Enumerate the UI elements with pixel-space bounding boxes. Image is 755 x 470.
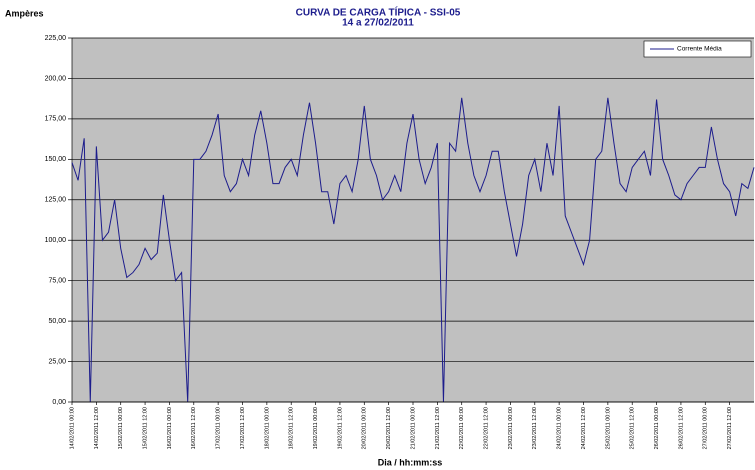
- y-tick-label: 200,00: [45, 75, 67, 82]
- x-tick-label: 14/02/2011 12:00: [94, 407, 100, 449]
- y-axis-title: Ampères: [5, 8, 44, 18]
- x-tick-label: 20/02/2011 00:00: [362, 407, 368, 449]
- x-tick-label: 21/02/2011 00:00: [410, 407, 416, 449]
- x-tick-label: 18/02/2011 00:00: [264, 407, 270, 449]
- chart-title: CURVA DE CARGA TÍPICA - SSI-05: [296, 6, 461, 19]
- x-tick-label: 21/02/2011 12:00: [435, 407, 441, 449]
- y-tick-label: 150,00: [45, 156, 67, 163]
- x-tick-label: 27/02/2011 12:00: [727, 407, 733, 449]
- y-tick-label: 175,00: [45, 116, 67, 123]
- y-tick-label: 225,00: [45, 35, 67, 42]
- legend-box: [643, 40, 752, 58]
- x-tick-label: 24/02/2011 12:00: [581, 407, 587, 449]
- x-tick-label: 15/02/2011 00:00: [118, 407, 124, 449]
- legend-label: Corrente Média: [677, 46, 722, 53]
- y-tick-label: 50,00: [48, 318, 66, 325]
- x-tick-label: 22/02/2011 00:00: [459, 407, 465, 449]
- y-tick-label: 75,00: [48, 278, 66, 285]
- x-tick-label: 19/02/2011 00:00: [313, 407, 319, 449]
- y-tick-label: 125,00: [45, 197, 67, 204]
- x-tick-label: 17/02/2011 12:00: [240, 407, 246, 449]
- x-tick-label: 17/02/2011 00:00: [216, 407, 222, 449]
- x-axis-title: Dia / hh:mm:ss: [378, 457, 443, 467]
- x-tick-label: 16/02/2011 00:00: [167, 407, 173, 449]
- x-tick-label: 18/02/2011 12:00: [289, 407, 295, 449]
- x-tick-label: 27/02/2011 00:00: [703, 407, 709, 449]
- chart-subtitle: 14 a 27/02/2011: [342, 18, 414, 29]
- x-tick-label: 15/02/2011 12:00: [143, 407, 149, 449]
- y-tick-label: 0,00: [52, 399, 66, 406]
- y-tick-label: 100,00: [45, 237, 67, 244]
- x-tick-label: 24/02/2011 00:00: [557, 407, 563, 449]
- x-tick-label: 22/02/2011 12:00: [484, 407, 490, 449]
- y-tick-label: 25,00: [48, 358, 66, 365]
- plot-area: [72, 38, 754, 402]
- x-tick-label: 19/02/2011 12:00: [337, 407, 343, 449]
- data-line: [71, 97, 755, 403]
- x-tick-label: 25/02/2011 12:00: [630, 407, 636, 449]
- x-tick-label: 26/02/2011 00:00: [654, 407, 660, 449]
- x-tick-label: 14/02/2011 00:00: [69, 407, 75, 449]
- x-tick-label: 20/02/2011 12:00: [386, 407, 392, 449]
- x-tick-label: 16/02/2011 12:00: [191, 407, 197, 449]
- x-tick-label: 25/02/2011 00:00: [605, 407, 611, 449]
- x-tick-label: 23/02/2011 12:00: [532, 407, 538, 449]
- x-tick-label: 26/02/2011 12:00: [678, 407, 684, 449]
- x-tick-label: 23/02/2011 00:00: [508, 407, 514, 449]
